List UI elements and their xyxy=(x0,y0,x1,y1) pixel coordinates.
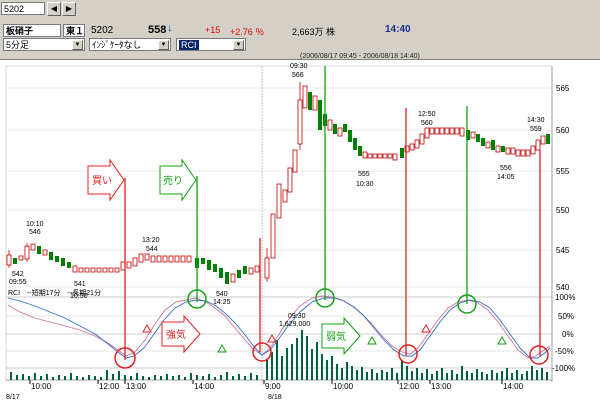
annotation-price: 541 xyxy=(74,281,86,288)
annotation-price: 566 xyxy=(292,72,304,79)
triangle-marker-icon xyxy=(217,343,227,353)
rci-tick: -50% xyxy=(555,347,574,356)
bottom-signal-circle xyxy=(529,345,549,365)
toolbar: 5202 ◀ ▶ 板硝子 東１ 5202 558 ↓ +15 +2.76 ％ 2… xyxy=(0,0,600,60)
indicator-select[interactable]: ｲﾝｼﾞｹｰﾀなし ▼ xyxy=(89,38,171,51)
price-tick: 560 xyxy=(556,126,570,135)
price-chart: 565 560 555 550 545 540 100% 50% 0% -50%… xyxy=(5,63,575,401)
annotation-price: 555 xyxy=(358,171,370,178)
annotation-time: 14:05 xyxy=(497,174,515,181)
annotation-time: 09:30 xyxy=(290,63,308,70)
annotation-time: 12:50 xyxy=(418,111,436,118)
time-tick: 14:00 xyxy=(503,382,524,391)
annotation-time: 14:25 xyxy=(213,299,231,306)
top-signal-circle xyxy=(457,294,477,314)
annotation-price: 546 xyxy=(29,229,41,236)
rci-tick: 50% xyxy=(558,312,574,321)
strong-arrow-callout: 強気 xyxy=(161,314,201,354)
top-signal-circle xyxy=(315,288,335,308)
indicator-select-value: ｲﾝｼﾞｹｰﾀなし xyxy=(92,40,142,50)
rci-tick: 100% xyxy=(555,293,575,302)
annotation-price: 560 xyxy=(421,120,433,127)
price-change: +15 xyxy=(205,25,221,35)
bottom-signal-circle xyxy=(114,347,136,369)
annotation-volume: 1,629,000 xyxy=(279,321,310,328)
annotation-time: 09:55 xyxy=(9,279,27,286)
interval-select[interactable]: 5分足 ▼ xyxy=(3,38,85,51)
stock-code: 5202 xyxy=(91,25,114,36)
time-tick: 13:00 xyxy=(126,382,147,391)
annotation-time: 13:20 xyxy=(142,237,160,244)
oscillator-select-value: RCI xyxy=(179,40,199,50)
annotation-price: 544 xyxy=(146,246,158,253)
left-arrow-icon: ◀ xyxy=(50,4,58,13)
update-time: 14:40 xyxy=(385,24,411,35)
chart-range-label: (2006/08/17 09:45 - 2006/08/18 14:40) xyxy=(300,53,420,60)
weak-signal-label: 弱気 xyxy=(326,330,346,343)
price-change-percent: +2.76 ％ xyxy=(230,27,265,37)
stock-name-field: 板硝子 xyxy=(3,24,61,37)
top-signal-circle xyxy=(187,289,207,309)
annotation-price: 556 xyxy=(500,165,512,172)
rci-tick: -100% xyxy=(552,364,575,373)
buy-signal-label: 買い xyxy=(92,175,112,187)
time-tick: 10:00 xyxy=(31,382,52,391)
chevron-down-icon: ▼ xyxy=(72,40,83,50)
triangle-marker-icon xyxy=(421,323,431,333)
next-button[interactable]: ▶ xyxy=(62,2,76,16)
time-tick: 12:00 xyxy=(399,382,420,391)
triangle-marker-icon xyxy=(142,323,152,333)
triangle-marker-icon xyxy=(497,335,507,345)
price-tick: 555 xyxy=(556,167,570,176)
annotation-time: 10:50 xyxy=(70,293,88,300)
price-tick: 550 xyxy=(556,206,570,215)
weak-arrow-callout: 弱気 xyxy=(321,316,361,356)
time-tick: 12:00 xyxy=(99,382,120,391)
volume-value: 2,663万 株 xyxy=(292,27,336,37)
time-tick: 14:00 xyxy=(194,382,215,391)
interval-select-value: 5分足 xyxy=(6,40,30,50)
sell-arrow-callout: 売り xyxy=(159,158,197,202)
oscillator-select[interactable]: RCI ▼ xyxy=(176,38,246,51)
rci-legend: RCI --短期17分 --長期21分 xyxy=(8,288,101,297)
sell-signal-label: 売り xyxy=(163,174,183,187)
volume-bars xyxy=(10,330,548,380)
price-tick: 545 xyxy=(556,246,570,255)
chevron-down-icon: ▼ xyxy=(233,40,244,50)
down-arrow-icon: ↓ xyxy=(167,22,173,34)
prev-button[interactable]: ◀ xyxy=(47,2,61,16)
current-price: 558 xyxy=(148,24,167,36)
price-tick: 540 xyxy=(556,283,570,292)
time-tick: 13:00 xyxy=(431,382,452,391)
time-tick: 10:00 xyxy=(333,382,354,391)
bottom-signal-circle xyxy=(398,344,418,364)
bottom-signal-circle xyxy=(252,342,272,362)
annotation-time: 10:30 xyxy=(356,181,374,188)
annotation-time: 14:30 xyxy=(527,117,545,124)
strong-signal-label: 強気 xyxy=(166,328,186,341)
annotation-time: 10:10 xyxy=(26,221,44,228)
rci-long-line xyxy=(7,297,551,359)
time-tick: 9:00 xyxy=(265,382,281,391)
chevron-down-icon: ▼ xyxy=(158,40,169,50)
annotation-time: 09:30 xyxy=(288,313,306,320)
annotation-price: 540 xyxy=(216,291,228,298)
date-label: 8/17 xyxy=(6,394,20,401)
candlesticks-day1 xyxy=(6,243,260,284)
annotation-price: 559 xyxy=(530,126,542,133)
rci-tick: 0% xyxy=(562,330,574,339)
date-label: 8/18 xyxy=(268,394,282,401)
triangle-marker-icon xyxy=(367,335,377,345)
right-arrow-icon: ▶ xyxy=(65,4,73,13)
buy-arrow-callout: 買い xyxy=(87,158,125,202)
candlesticks-day2 xyxy=(264,82,550,282)
symbol-input[interactable]: 5202 xyxy=(1,2,45,15)
triangle-marker-icon xyxy=(267,333,277,343)
price-tick: 565 xyxy=(556,84,570,93)
market-field: 東１ xyxy=(63,24,85,37)
annotation-price: 542 xyxy=(12,271,24,278)
